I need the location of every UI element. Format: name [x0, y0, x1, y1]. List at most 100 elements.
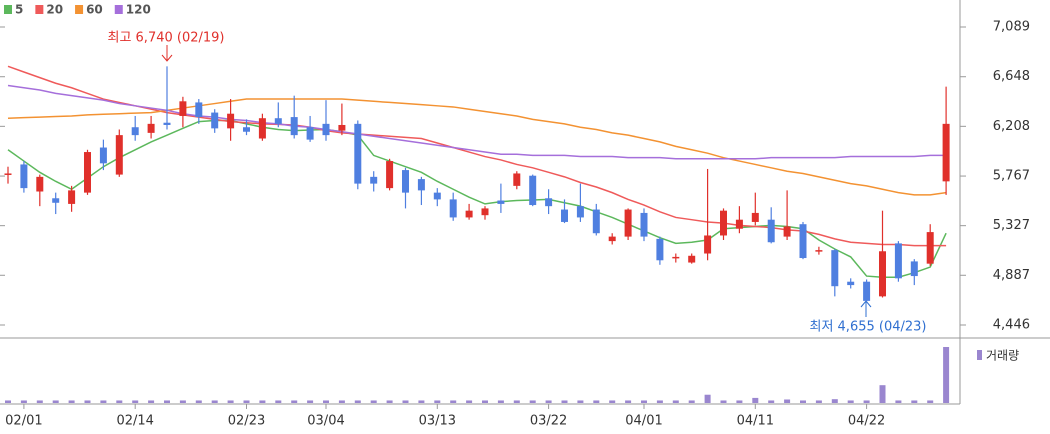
- candle-body: [338, 124, 346, 131]
- y-tick-label: 6,648: [993, 69, 1030, 84]
- volume-bar: [323, 400, 329, 403]
- candle-body: [545, 198, 553, 207]
- high-arrow: [161, 45, 173, 62]
- candle-body: [529, 175, 537, 206]
- volume-bar: [164, 400, 170, 403]
- volume-bar: [529, 400, 536, 403]
- candle-body: [831, 250, 839, 287]
- candle-body: [847, 281, 855, 286]
- volume-bar: [609, 400, 616, 403]
- candle-body: [370, 176, 378, 184]
- candle-body: [433, 192, 441, 200]
- x-tick-label: 02/23: [228, 414, 265, 429]
- candle-body: [274, 118, 282, 124]
- volume-bar: [338, 400, 345, 403]
- volume-bar: [418, 400, 425, 403]
- volume-bar: [291, 400, 298, 403]
- volume-bar: [466, 400, 473, 403]
- candle-body: [767, 219, 775, 243]
- volume-bar: [402, 400, 409, 403]
- legend-swatch: [114, 5, 123, 14]
- y-tick-label: 5,327: [993, 218, 1030, 233]
- legend: 5 20 60 120: [4, 3, 151, 17]
- volume-bar: [545, 400, 552, 403]
- volume-legend-swatch: [977, 350, 982, 360]
- candle-body: [84, 152, 91, 193]
- volume-bar: [863, 400, 870, 403]
- volume-bar: [577, 400, 584, 403]
- volume-bar: [195, 400, 202, 403]
- volume-legend-label: 거래량: [986, 349, 1019, 363]
- candle-body: [52, 198, 60, 203]
- x-tick-label: 02/01: [5, 414, 42, 429]
- candle-body: [926, 232, 934, 264]
- candle-body: [640, 212, 648, 237]
- x-tick-label: 03/13: [419, 414, 456, 429]
- volume-bar: [625, 400, 632, 403]
- volume-bar: [370, 400, 377, 403]
- volume-bar: [561, 400, 568, 403]
- candle-body: [624, 209, 632, 237]
- volume-bar: [847, 400, 854, 403]
- candle-body: [465, 210, 473, 218]
- moving-average-line: [7, 65, 947, 247]
- candle-body: [910, 261, 918, 277]
- candle-body: [386, 161, 394, 189]
- volume-bar: [704, 394, 711, 403]
- volume-bar: [132, 400, 139, 403]
- volume-bar: [100, 400, 107, 403]
- candle-body: [131, 127, 139, 136]
- volume-bar: [84, 400, 91, 403]
- volume-bar: [5, 400, 11, 403]
- candle-body: [163, 122, 171, 125]
- volume-bar: [752, 397, 759, 403]
- candle-body: [608, 236, 616, 242]
- candle-body: [735, 219, 743, 229]
- volume-bar: [656, 400, 663, 403]
- volume-bar: [434, 400, 441, 403]
- legend-label: 20: [46, 3, 63, 17]
- candle-body: [306, 127, 314, 140]
- y-tick-label: 7,089: [993, 20, 1030, 35]
- legend-swatch: [35, 5, 44, 14]
- volume-bar: [831, 399, 838, 403]
- volume-bar: [688, 400, 695, 403]
- volume-bar: [179, 400, 186, 403]
- volume-bar: [672, 400, 679, 403]
- candle-body: [227, 113, 235, 129]
- y-tick-label: 4,446: [993, 318, 1030, 333]
- moving-average-line: [7, 84, 947, 160]
- candle-body: [147, 123, 155, 133]
- volume-bar: [513, 400, 520, 403]
- volume-bar: [148, 400, 155, 403]
- candle-body: [449, 199, 457, 218]
- volume-bar: [307, 400, 314, 403]
- volume-bar: [593, 400, 600, 403]
- candle-body: [115, 135, 123, 175]
- candle-body: [894, 243, 902, 279]
- legend-swatch: [4, 5, 12, 14]
- candle-body: [497, 200, 505, 204]
- volume-bar: [927, 400, 934, 403]
- candle-body: [68, 190, 76, 204]
- volume-bar: [36, 400, 43, 403]
- volume-bar: [227, 400, 234, 403]
- candle-body: [720, 210, 727, 236]
- candle-body: [36, 176, 44, 192]
- candle-body: [99, 147, 107, 164]
- volume-bar: [943, 347, 950, 403]
- volume-bar: [895, 400, 902, 403]
- volume-bar: [20, 400, 27, 403]
- candle-body: [592, 209, 600, 234]
- candle-body: [672, 256, 680, 259]
- candle-body: [513, 173, 521, 186]
- volume-bar: [211, 400, 218, 403]
- candle-body: [258, 118, 266, 139]
- volume-bar: [736, 400, 743, 403]
- volume-bar: [482, 400, 488, 403]
- volume-bar: [879, 385, 886, 403]
- x-tick-label: 02/14: [116, 414, 153, 429]
- candle-body: [879, 251, 886, 297]
